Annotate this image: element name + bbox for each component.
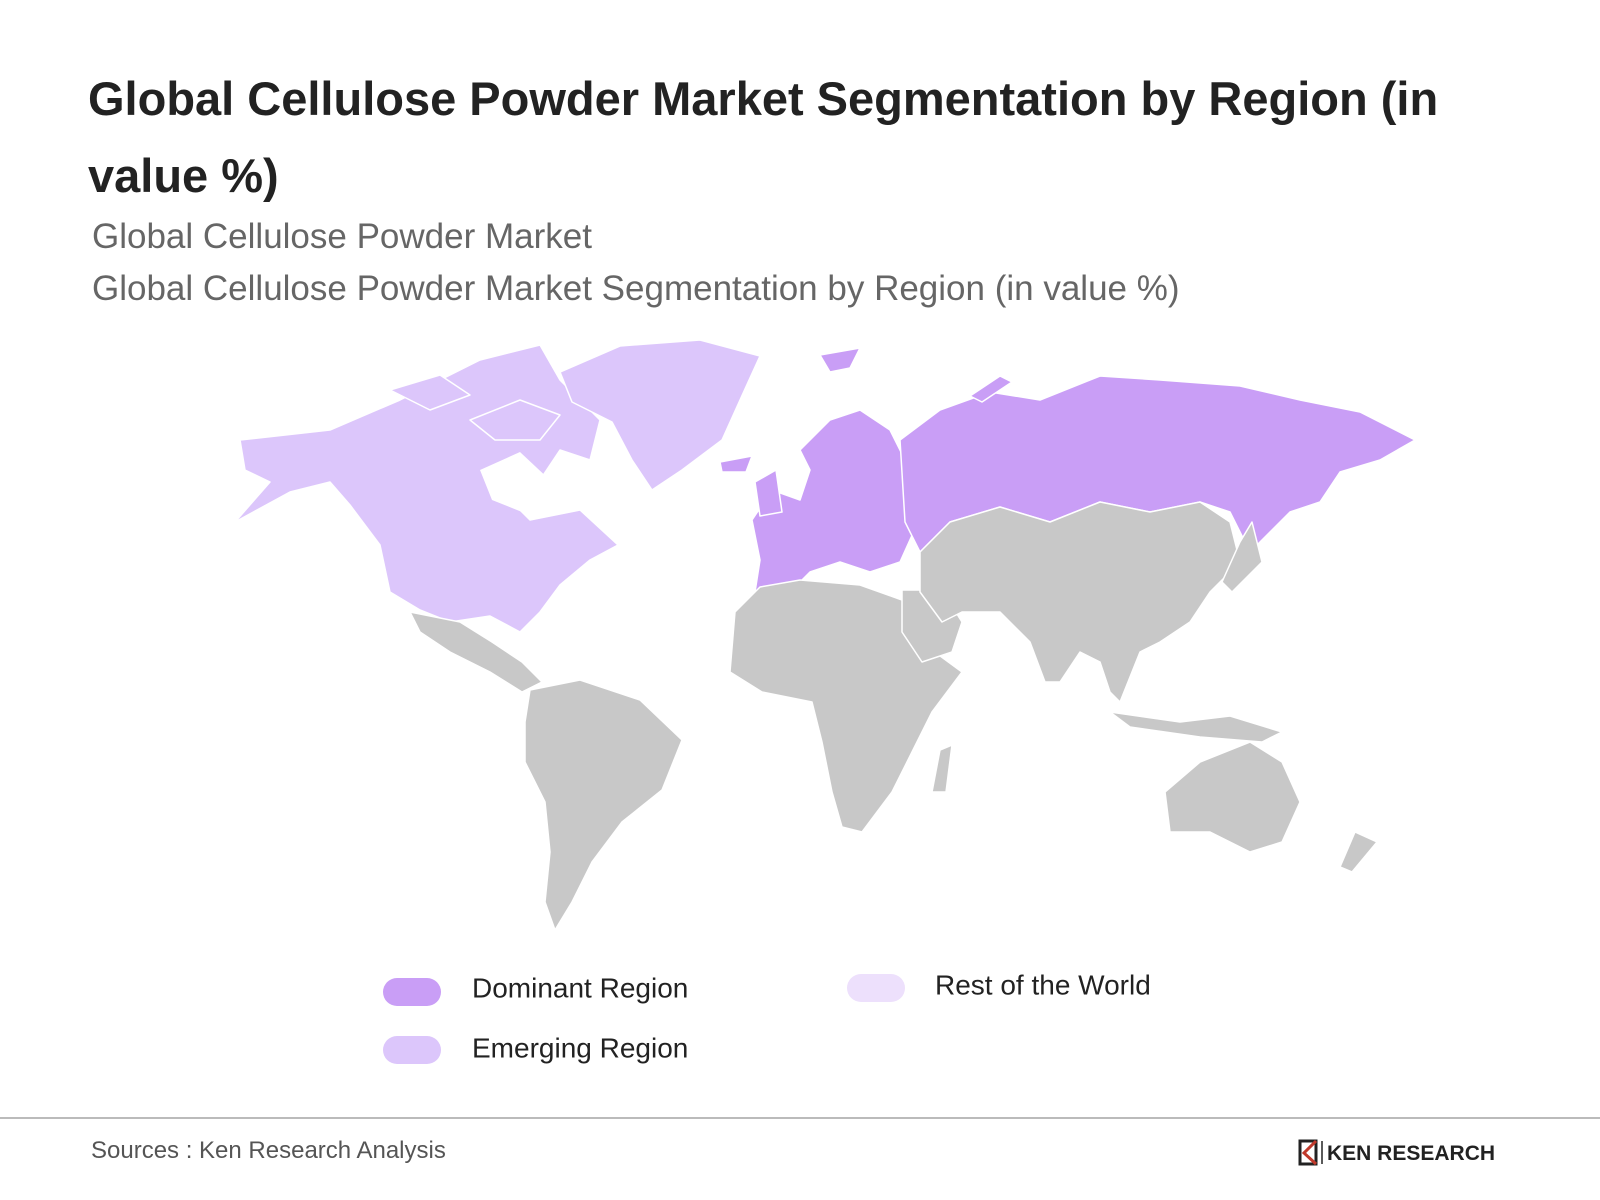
central-america [409, 611, 543, 693]
japan [1221, 521, 1263, 593]
source: Sources : Ken Research Analysis [91, 1137, 446, 1164]
legend-swatch [383, 978, 441, 1006]
title: Global Cellulose Powder Market Segmentat… [88, 72, 1438, 125]
logo-text: KEN RESEARCH [1327, 1142, 1495, 1165]
indonesia [1109, 711, 1283, 743]
uk [754, 469, 783, 517]
south-america [524, 679, 683, 931]
legend: Dominant Region Emerging Region Rest of … [383, 969, 1151, 1064]
arctic-islands [389, 374, 561, 441]
legend-label: Rest of the World [935, 969, 1151, 1000]
greenland [559, 339, 761, 491]
legend-label: Dominant Region [472, 972, 688, 1003]
madagascar [931, 744, 953, 793]
world-map [234, 339, 1416, 931]
legend-label: Emerging Region [472, 1032, 688, 1063]
subtitle: Global Cellulose Powder Market [92, 217, 592, 256]
novaya-zemlya [969, 375, 1013, 403]
legend-swatch [847, 974, 905, 1002]
subtitle: Global Cellulose Powder Market Segmentat… [92, 269, 1180, 308]
svalbard [819, 347, 861, 373]
africa [729, 579, 963, 833]
asia [919, 501, 1241, 703]
legend-swatch [383, 1036, 441, 1064]
australia [1164, 741, 1301, 853]
new-zealand [1339, 831, 1378, 873]
logo: KEN RESEARCH [1298, 1139, 1495, 1166]
iceland [719, 455, 753, 473]
title: value %) [88, 149, 279, 202]
